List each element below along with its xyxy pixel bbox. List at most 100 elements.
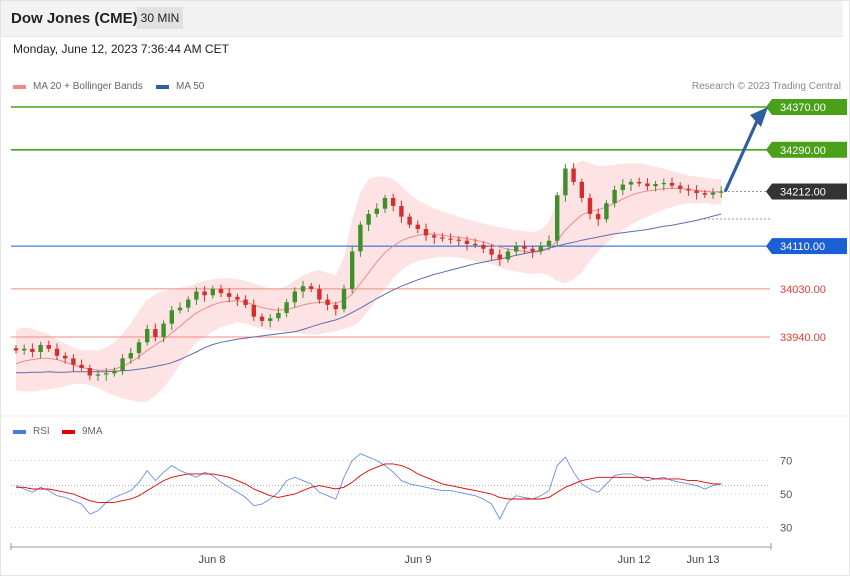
candle-body-47 bbox=[399, 205, 404, 217]
legend-rsi: RSI bbox=[13, 426, 50, 437]
candle-body-20 bbox=[177, 307, 183, 311]
candle-body-77 bbox=[645, 183, 650, 187]
legend-ma20: MA 20 + Bollinger Bands bbox=[13, 81, 143, 92]
x-tick-2: Jun 12 bbox=[617, 554, 650, 566]
candle-body-39 bbox=[333, 304, 338, 310]
level-label-3: 34110.00 bbox=[780, 241, 825, 253]
candle-body-27 bbox=[235, 296, 240, 300]
candle-body-57 bbox=[481, 245, 486, 249]
candle-body-84 bbox=[702, 193, 707, 195]
candle-body-53 bbox=[448, 238, 453, 240]
candle-body-8 bbox=[79, 364, 84, 369]
candle-body-2 bbox=[30, 348, 35, 352]
candle-body-52 bbox=[440, 237, 445, 239]
candles bbox=[13, 163, 724, 381]
candle-body-49 bbox=[415, 224, 420, 229]
candle-body-86 bbox=[719, 191, 724, 193]
candle-body-0 bbox=[13, 348, 19, 351]
rsi-tick-50: 50 bbox=[780, 489, 792, 501]
candle-body-37 bbox=[317, 288, 322, 300]
rsi-tick-70: 70 bbox=[780, 456, 792, 468]
level-label-tip-3 bbox=[766, 238, 772, 255]
candle-body-6 bbox=[63, 355, 68, 359]
legend-swatch-ma20 bbox=[13, 84, 26, 89]
copyright-label: Research © 2023 Trading Central bbox=[691, 81, 841, 92]
ma50-line bbox=[16, 213, 722, 374]
candle-body-38 bbox=[325, 299, 330, 305]
candle-body-31 bbox=[268, 318, 273, 321]
candle-body-11 bbox=[104, 373, 109, 375]
candle-body-45 bbox=[382, 197, 388, 209]
instrument-title: Dow Jones (CME) bbox=[11, 10, 138, 27]
candle-body-40 bbox=[341, 288, 347, 310]
level-label-bg-3 bbox=[772, 238, 847, 255]
candle-body-33 bbox=[284, 302, 289, 313]
candle-body-30 bbox=[259, 316, 265, 321]
level-label-4: 34030.00 bbox=[780, 284, 826, 296]
forecast-arrow-head bbox=[750, 107, 768, 127]
candle-body-10 bbox=[95, 374, 101, 376]
candle-body-7 bbox=[71, 358, 76, 365]
candle-body-69 bbox=[579, 181, 584, 198]
legend-swatch-9ma bbox=[62, 429, 75, 434]
candle-body-85 bbox=[710, 192, 716, 195]
level-label-bg-0 bbox=[772, 99, 847, 115]
candle-body-28 bbox=[243, 299, 248, 305]
legend-ma50: MA 50 bbox=[156, 81, 204, 92]
legend-swatch-ma50 bbox=[156, 84, 169, 89]
legend-label-ma50: MA 50 bbox=[176, 81, 205, 92]
candle-body-14 bbox=[128, 353, 133, 359]
x-tick-0: Jun 8 bbox=[199, 554, 226, 566]
level-label-1: 34290.00 bbox=[780, 145, 826, 157]
level-label-5: 33940.00 bbox=[780, 332, 826, 344]
legend-label-ma20: MA 20 + Bollinger Bands bbox=[33, 81, 143, 92]
candle-body-62 bbox=[522, 246, 527, 249]
candle-body-3 bbox=[38, 345, 43, 352]
candle-body-68 bbox=[571, 168, 576, 182]
candle-body-22 bbox=[194, 291, 199, 300]
level-label-tip-0 bbox=[766, 99, 772, 115]
candle-body-73 bbox=[612, 189, 617, 204]
rsi-9ma-line bbox=[16, 463, 722, 503]
timeframe-button[interactable]: 30 MIN bbox=[137, 7, 183, 29]
x-tick-1: Jun 9 bbox=[405, 554, 432, 566]
header-bar: Dow Jones (CME) 30 MIN bbox=[0, 0, 843, 37]
level-label-tip-1 bbox=[766, 141, 772, 158]
level-label-0: 34370.00 bbox=[780, 102, 826, 114]
candle-body-72 bbox=[604, 203, 609, 220]
candle-body-76 bbox=[637, 181, 642, 184]
candle-body-71 bbox=[596, 213, 601, 220]
rsi-tick-30: 30 bbox=[780, 523, 792, 535]
datetime-label: Monday, June 12, 2023 7:36:44 AM CET bbox=[13, 42, 229, 56]
candle-body-19 bbox=[169, 310, 174, 324]
legend-swatch-rsi bbox=[13, 429, 26, 434]
candle-body-63 bbox=[530, 248, 535, 252]
candle-body-59 bbox=[497, 254, 502, 260]
x-tick-3: Jun 13 bbox=[686, 554, 719, 566]
candle-body-46 bbox=[391, 197, 396, 206]
candle-body-4 bbox=[46, 345, 51, 349]
candle-body-70 bbox=[587, 197, 593, 214]
candle-body-74 bbox=[620, 184, 625, 190]
level-label-bg-1 bbox=[772, 141, 847, 158]
candle-body-55 bbox=[464, 240, 470, 244]
legend-label-rsi: RSI bbox=[33, 426, 50, 437]
candle-body-61 bbox=[514, 246, 519, 252]
candle-body-24 bbox=[210, 288, 215, 296]
bollinger-band bbox=[16, 160, 722, 403]
candle-body-50 bbox=[423, 228, 429, 236]
candle-body-21 bbox=[186, 299, 191, 308]
level-label-tip-2 bbox=[766, 183, 772, 200]
candle-body-5 bbox=[54, 348, 60, 356]
candle-body-81 bbox=[678, 185, 683, 189]
candle-body-51 bbox=[432, 235, 437, 238]
candle-body-65 bbox=[546, 240, 552, 247]
candle-body-9 bbox=[87, 368, 92, 376]
candle-body-66 bbox=[555, 195, 560, 241]
candle-body-79 bbox=[661, 182, 666, 185]
candle-body-35 bbox=[300, 286, 306, 292]
candle-body-18 bbox=[161, 323, 166, 337]
candle-body-58 bbox=[489, 248, 494, 255]
candle-body-80 bbox=[669, 182, 675, 186]
